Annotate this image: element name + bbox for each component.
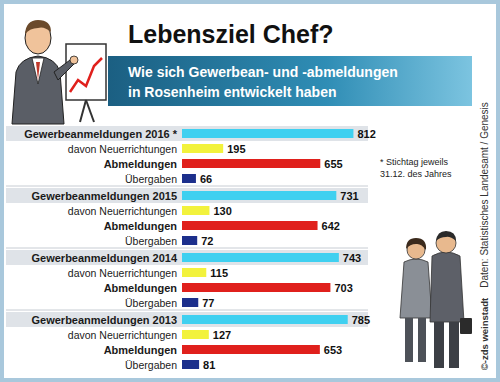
footnote: 31.12. des Jahres [380, 169, 452, 179]
title: Lebensziel Chef? [128, 20, 334, 48]
bar [182, 253, 339, 262]
bar [182, 345, 320, 354]
hair [25, 20, 51, 34]
data-label: 66 [200, 173, 212, 185]
bar [182, 159, 320, 168]
category-label: Übergaben [125, 235, 177, 247]
woman-body [400, 259, 432, 318]
woman-hair [406, 238, 426, 250]
category-label: Gewerbeanmeldungen 2013 [32, 314, 178, 326]
category-label: Gewerbeanmeldungen 2014 [32, 252, 178, 264]
bar-group: Gewerbeanmeldungen 2016 * 812 davon Neuerr… [6, 126, 376, 185]
category-label: Abmeldungen [104, 344, 178, 356]
bar [182, 330, 209, 339]
category-label: davon Neuerrichtungen [68, 329, 177, 341]
bar-group: Gewerbeanmeldungen 2015 731 davon Neuerric… [6, 186, 368, 247]
data-label: 642 [322, 220, 340, 232]
category-label: Übergaben [125, 173, 177, 185]
presenter-illustration [12, 20, 106, 124]
bar [182, 283, 330, 292]
group-header-bg [6, 126, 368, 141]
data-label: 653 [324, 344, 342, 356]
category-label: Abmeldungen [104, 158, 178, 170]
hand [70, 56, 78, 64]
data-label: 72 [201, 235, 213, 247]
data-label: 731 [340, 190, 358, 202]
data-label: 812 [357, 128, 375, 140]
data-label: 655 [324, 158, 342, 170]
bar [182, 206, 209, 215]
bar [182, 144, 223, 153]
data-label: 703 [334, 282, 352, 294]
briefcase [460, 318, 472, 334]
board-leg [86, 100, 94, 122]
bar [182, 191, 336, 200]
group-separator [6, 310, 368, 311]
background [0, 0, 500, 382]
category-label: Abmeldungen [104, 282, 178, 294]
bar [182, 174, 196, 183]
man-leg [434, 322, 444, 368]
tie [36, 62, 40, 80]
data-label: 130 [213, 205, 231, 217]
board [66, 44, 106, 100]
subtitle: Wie sich Gewerbean- und -abmeldungen [128, 64, 398, 80]
category-label: davon Neuerrichtungen [68, 205, 177, 217]
credit: ©-zds weinstadt [479, 297, 490, 370]
category-label: davon Neuerrichtungen [68, 267, 177, 279]
bar [182, 268, 206, 277]
data-label: 115 [210, 267, 228, 279]
board-leg [80, 100, 86, 122]
bar-group: Gewerbeanmeldungen 2013 785 davon Neuerric… [6, 310, 370, 371]
bar [182, 129, 353, 138]
data-label: 195 [227, 143, 245, 155]
bar [182, 360, 199, 369]
frame [2, 2, 498, 380]
category-label: davon Neuerrichtungen [68, 143, 177, 155]
group-header-bg [6, 250, 368, 265]
suit [12, 56, 64, 124]
data-label: 77 [202, 297, 214, 309]
category-label: Gewerbeanmeldungen 2015 [32, 190, 178, 202]
category-label: Abmeldungen [104, 220, 178, 232]
group-separator [6, 186, 368, 187]
data-label: 785 [352, 314, 370, 326]
woman-leg [418, 318, 426, 362]
group-header-bg [6, 312, 368, 327]
bar [182, 315, 348, 324]
people-illustration [400, 231, 472, 368]
footnote: * Stichtag jeweils [380, 157, 449, 167]
woman-leg [405, 318, 413, 362]
chart-root: Lebensziel Chef? Wie sich Gewerbean- und … [0, 0, 500, 382]
bar-group: Gewerbeanmeldungen 2014 743 davon Neuerric… [6, 248, 368, 309]
category-label: Gewerbeanmeldungen 2016 * [24, 128, 178, 140]
man-hair [436, 231, 456, 241]
header-band [108, 56, 472, 106]
data-label: 127 [213, 329, 231, 341]
source: Daten: Statistisches Landesamt / Genesis [479, 102, 490, 288]
man-body [430, 252, 464, 322]
subtitle: in Rosenheim entwickelt haben [128, 84, 337, 100]
bar [182, 236, 197, 245]
category-label: Übergaben [125, 297, 177, 309]
group-separator [6, 248, 368, 249]
bar [182, 298, 198, 307]
data-label: 743 [343, 252, 361, 264]
bar [182, 221, 318, 230]
category-label: Übergaben [125, 359, 177, 371]
group-header-bg [6, 188, 368, 203]
shirt [32, 58, 44, 84]
man-leg [449, 322, 459, 368]
data-label: 81 [203, 359, 215, 371]
